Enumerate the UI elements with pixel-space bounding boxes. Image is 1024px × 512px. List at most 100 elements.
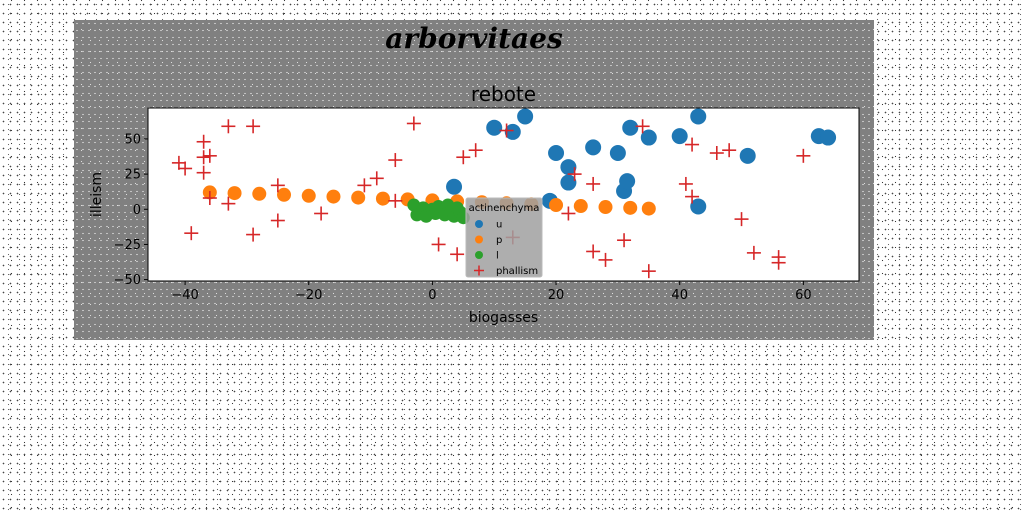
x-tick-label: −40 xyxy=(171,288,198,303)
data-point-p xyxy=(301,188,316,203)
y-tick-label: −25 xyxy=(114,238,141,253)
data-point-phallism xyxy=(246,227,261,242)
data-point-p xyxy=(598,200,613,215)
series-u xyxy=(446,108,837,215)
data-point-u xyxy=(446,178,463,195)
data-point-u xyxy=(560,174,577,191)
data-point-phallism xyxy=(586,244,601,259)
plot-frame xyxy=(147,107,860,282)
data-point-p xyxy=(573,199,588,214)
data-point-u xyxy=(622,119,639,136)
series-phallism xyxy=(171,116,811,279)
data-point-phallism xyxy=(746,245,761,260)
data-point-phallism xyxy=(598,252,613,267)
data-point-phallism xyxy=(202,191,217,206)
data-point-phallism xyxy=(171,155,186,170)
data-point-phallism xyxy=(709,146,724,161)
data-point-p xyxy=(549,198,564,213)
data-point-p xyxy=(351,190,366,205)
data-point-u xyxy=(739,147,756,164)
data-point-u xyxy=(619,173,636,190)
data-point-phallism xyxy=(586,176,601,191)
data-point-phallism xyxy=(617,233,632,248)
legend-marker-p xyxy=(475,235,483,244)
data-point-phallism xyxy=(641,264,656,279)
data-point-phallism xyxy=(178,161,193,176)
data-point-phallism xyxy=(567,167,582,182)
data-point-u xyxy=(517,108,534,125)
data-point-phallism xyxy=(221,119,236,134)
legend-title: actinenchyma xyxy=(469,203,540,214)
data-point-u xyxy=(609,145,626,162)
figure-suptitle: arborvitaes xyxy=(385,22,563,55)
data-point-u xyxy=(548,145,565,162)
legend-box xyxy=(465,197,543,278)
data-point-p xyxy=(623,200,638,215)
legend: actinenchyma upl phallism xyxy=(465,197,543,278)
data-point-u xyxy=(486,119,503,136)
data-point-p xyxy=(641,201,656,216)
data-point-phallism xyxy=(635,119,650,134)
data-point-u xyxy=(560,159,577,176)
chart-title: rebote xyxy=(471,82,536,106)
data-point-p xyxy=(326,189,341,204)
x-tick-label: 20 xyxy=(548,288,565,303)
data-point-phallism xyxy=(456,150,471,165)
data-point-u xyxy=(585,139,602,156)
data-point-u xyxy=(690,198,707,215)
data-point-phallism xyxy=(196,165,211,180)
legend-entry-u: u xyxy=(496,220,502,231)
data-point-phallism xyxy=(357,178,372,193)
data-point-phallism xyxy=(202,148,217,163)
x-tick-label: −20 xyxy=(295,288,322,303)
data-point-phallism xyxy=(184,226,199,241)
data-point-phallism xyxy=(270,178,285,193)
data-point-phallism xyxy=(468,143,483,158)
legend-marker-u xyxy=(475,220,483,228)
data-point-phallism xyxy=(270,213,285,228)
data-point-phallism xyxy=(388,193,403,208)
data-point-phallism xyxy=(388,153,403,168)
data-point-p xyxy=(252,186,267,201)
data-point-phallism xyxy=(246,119,261,134)
data-point-p xyxy=(375,191,390,206)
data-point-phallism xyxy=(678,176,693,191)
y-tick-label: 25 xyxy=(124,168,141,183)
data-point-phallism xyxy=(685,137,700,152)
legend-marker-l xyxy=(475,251,483,259)
data-point-phallism xyxy=(431,237,446,252)
data-point-phallism xyxy=(561,206,576,221)
data-point-u xyxy=(671,128,688,145)
data-point-u xyxy=(504,123,521,140)
data-point-phallism xyxy=(685,189,700,204)
legend-entry-p: p xyxy=(496,235,502,246)
x-tick-label: 60 xyxy=(795,288,812,303)
y-axis-label: illeism xyxy=(89,172,105,217)
data-point-phallism xyxy=(734,212,749,227)
data-point-u xyxy=(690,108,707,125)
y-tick-label: 0 xyxy=(133,203,141,218)
legend-entry-phallism: phallism xyxy=(496,266,538,277)
y-tick-label: 50 xyxy=(124,132,141,147)
data-point-p xyxy=(227,186,242,201)
data-point-phallism xyxy=(406,116,421,131)
data-point-phallism xyxy=(499,123,514,138)
data-point-u xyxy=(820,129,837,146)
data-point-phallism xyxy=(221,196,236,211)
x-tick-label: 0 xyxy=(428,288,436,303)
x-axis-label: biogasses xyxy=(469,310,538,326)
data-point-phallism xyxy=(796,148,811,163)
data-point-u xyxy=(640,129,657,146)
y-tick-label: −50 xyxy=(114,273,141,288)
figure-background: arborvitaes rebote −40 −20 0 20 40 60 −50 −25 0 25… xyxy=(74,20,874,340)
data-point-phallism xyxy=(450,247,465,262)
scatter-chart: rebote −40 −20 0 20 40 60 −50 −25 0 25 50 biogasses i… xyxy=(89,82,860,326)
data-point-phallism xyxy=(196,150,211,165)
x-tick-label: 40 xyxy=(671,288,688,303)
data-point-p xyxy=(277,187,292,202)
legend-entry-l: l xyxy=(496,251,499,262)
data-point-phallism xyxy=(196,134,211,149)
data-point-phallism xyxy=(722,143,737,158)
data-point-phallism xyxy=(369,171,384,186)
data-point-phallism xyxy=(771,255,786,270)
